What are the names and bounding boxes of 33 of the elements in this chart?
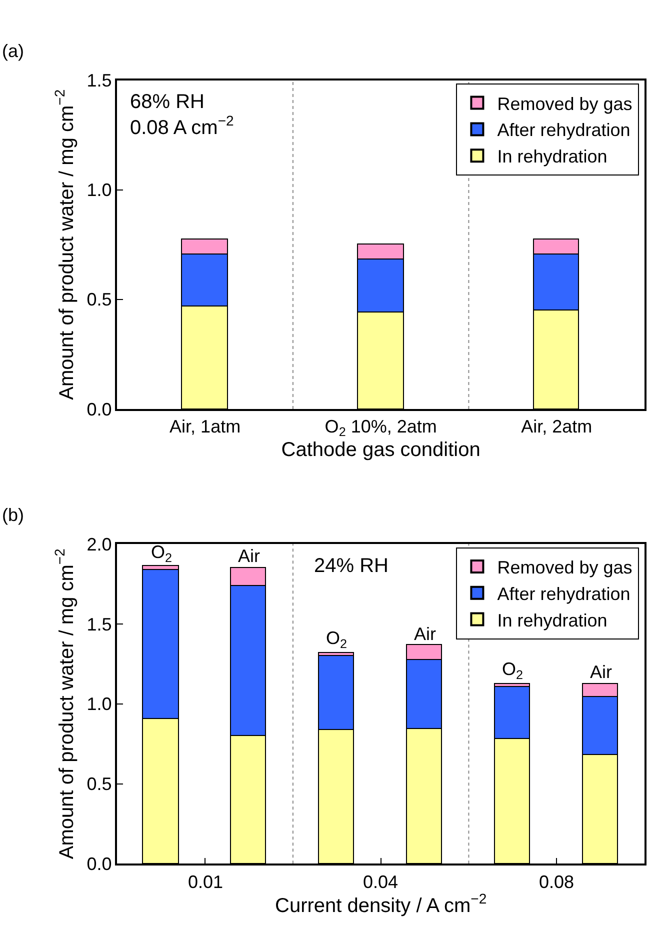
y-tick-label: 0.5 xyxy=(86,774,112,794)
legend-label: After rehydration xyxy=(497,584,630,604)
y-tick-label: 0.0 xyxy=(86,854,112,874)
y-tick-label: 2.0 xyxy=(86,534,112,554)
y-tick-label: 1.5 xyxy=(86,70,112,91)
annotation: O$_{2}$ xyxy=(502,659,524,682)
y-tick-label: 1.0 xyxy=(86,694,112,714)
text: 0.08 xyxy=(539,872,574,892)
annotation: 24% RH xyxy=(314,555,388,577)
legend-label: In rehydration xyxy=(497,610,608,630)
y-tick-label: 1.0 xyxy=(86,180,112,200)
annotation: O$_{2}$ xyxy=(326,628,348,651)
annotation: 68% RH 0.08 A cm$^{−2}$ xyxy=(130,91,234,139)
text: 0.04 xyxy=(363,872,398,892)
legend-label: After rehydration xyxy=(497,120,630,140)
y-tick-label: 0.5 xyxy=(86,290,112,310)
y-tick-label: 1.5 xyxy=(86,614,112,634)
legend-label: Removed by gas xyxy=(497,558,632,578)
legend-label: Removed by gas xyxy=(497,94,632,114)
y-tick-label: 0.0 xyxy=(86,399,112,420)
annotation: Air xyxy=(414,624,436,644)
legend-label: In rehydration xyxy=(497,146,608,167)
text: 0.01 xyxy=(188,872,224,892)
x-axis-title: Current density / A cm$^{−2}$ xyxy=(275,890,487,918)
x-tick-label: Air, 1atm xyxy=(170,416,241,436)
x-tick-label: Air, 2atm xyxy=(521,416,592,436)
annotation: Air xyxy=(590,662,612,682)
x-tick-label: O$_{2}$ 10%, 2atm xyxy=(324,416,437,440)
text: (b) xyxy=(2,505,24,525)
x-axis-title: Cathode gas condition xyxy=(281,439,480,462)
text: (a) xyxy=(2,41,24,61)
annotation: O$_{2}$ xyxy=(151,542,172,565)
annotation: Air xyxy=(238,546,260,566)
